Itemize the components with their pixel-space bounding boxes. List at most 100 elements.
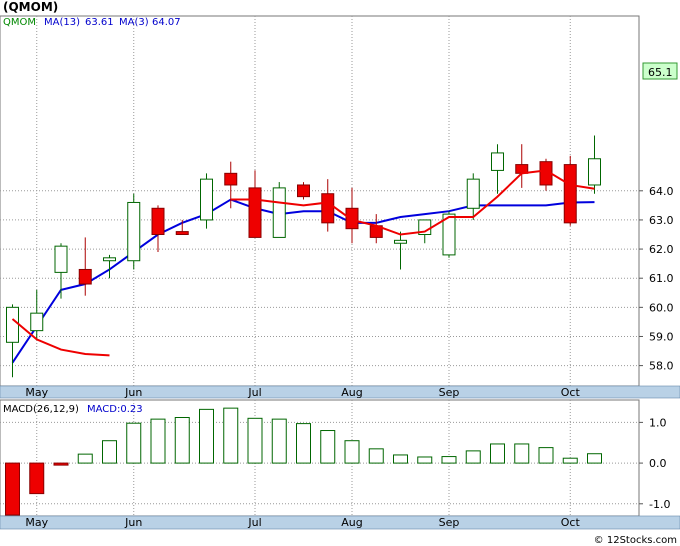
macd-bar (102, 440, 117, 464)
macd-bar (296, 423, 311, 464)
candle-body (442, 213, 456, 256)
macd-bar (150, 418, 166, 464)
macd-bar (514, 443, 530, 464)
date-bar-bottom (0, 515, 680, 530)
macd-bar (368, 448, 384, 464)
candle (588, 135, 601, 194)
last-price-box (642, 62, 678, 80)
candles-layer (6, 135, 601, 378)
price-axis-label: 60.0 (649, 301, 674, 314)
legend-ma13-value: 63.61 (85, 17, 114, 28)
price-axis-label: 64.0 (649, 185, 674, 198)
candle (394, 231, 407, 270)
candle (151, 205, 165, 252)
macd-value-label: MACD:0.23 (87, 404, 143, 415)
date-bar-top (0, 385, 680, 399)
macd-bar (5, 462, 20, 516)
price-y-axis: 58.0 59.0 60.0 61.0 62.0 63.0 64.0 (639, 185, 674, 373)
candle (175, 219, 189, 236)
macd-bar (223, 407, 239, 464)
price-panel (0, 15, 640, 387)
candle-body (588, 158, 601, 186)
macd-bar (320, 430, 336, 464)
macd-bar (29, 462, 45, 495)
date-labels-bottom: May Jun Jul Aug Sep Oct (25, 516, 580, 529)
date-label-bottom: Aug (341, 516, 362, 529)
macd-y-axis: -1.0 0.0 1.0 (639, 416, 670, 511)
candle-body (6, 306, 19, 343)
macd-panel (0, 399, 640, 517)
macd-bar (247, 417, 263, 464)
macd-bar (344, 440, 360, 464)
candle-body (321, 193, 335, 224)
candle (30, 289, 44, 340)
chart-title: (QMOM) (3, 0, 58, 14)
date-label-top: Oct (561, 386, 581, 399)
macd-bar (538, 447, 554, 464)
date-label-top: Jun (124, 386, 142, 399)
date-label-bottom: Oct (561, 516, 581, 529)
ma3-line (230, 169, 595, 236)
macd-bar (490, 443, 505, 464)
candle-body (248, 187, 262, 238)
candle-body (127, 201, 141, 262)
macd-axis-label: -1.0 (649, 498, 670, 511)
candle-body (200, 178, 213, 221)
date-label-top: May (25, 386, 48, 399)
candle-body (563, 164, 577, 224)
candle (491, 144, 504, 194)
ma3-line-layer (11, 169, 595, 357)
candle-body (394, 239, 407, 244)
legend-ma3-label: MA(3) (119, 17, 149, 28)
macd-label: MACD(26,12,9) (3, 404, 79, 415)
macd-axis-label: 0.0 (649, 457, 667, 470)
price-axis-label: 61.0 (649, 272, 674, 285)
macd-bars-layer (5, 407, 602, 516)
candle (272, 182, 286, 238)
candle (200, 173, 213, 229)
candle (563, 155, 577, 226)
date-label-bottom: May (25, 516, 48, 529)
candle-body (224, 172, 238, 186)
candle (54, 243, 68, 299)
candle (442, 211, 456, 258)
macd-bar (199, 408, 214, 464)
candle (345, 187, 359, 244)
candle-body (175, 231, 189, 236)
price-axis-label: 58.0 (649, 360, 674, 373)
candle (321, 179, 335, 232)
candle (127, 193, 141, 270)
macd-axis-label: 1.0 (649, 416, 667, 429)
last-price-label: 65.1 (648, 66, 673, 79)
candle-body (30, 312, 44, 332)
legend-ma13-label: MA(13) (44, 17, 80, 28)
date-label-top: Sep (439, 386, 460, 399)
ma3-line (11, 318, 110, 357)
candle-body (272, 187, 286, 238)
macd-bar (393, 454, 408, 464)
candle-body (54, 245, 68, 273)
candle-body (345, 207, 359, 230)
date-labels-top: May Jun Jul Aug Sep Oct (25, 386, 580, 399)
date-label-top: Jul (247, 386, 261, 399)
macd-bar (271, 418, 287, 464)
legend-ma3-value: 64.07 (152, 17, 181, 28)
candle-body (297, 184, 310, 198)
date-label-top: Aug (341, 386, 362, 399)
candle-body (103, 257, 116, 262)
macd-bar (441, 456, 457, 464)
candle (103, 254, 116, 279)
price-axis-label: 63.0 (649, 214, 674, 227)
candle-body (466, 178, 480, 209)
macd-bar (417, 456, 433, 464)
date-label-bottom: Jun (124, 516, 142, 529)
legend-symbol: QMOM (3, 17, 36, 28)
macd-bar (53, 462, 69, 466)
macd-bar (77, 453, 93, 464)
candle-body (151, 207, 165, 236)
macd-bar (174, 417, 190, 464)
macd-bar (562, 457, 578, 464)
candle-body (491, 152, 504, 171)
macd-bar (465, 450, 481, 464)
